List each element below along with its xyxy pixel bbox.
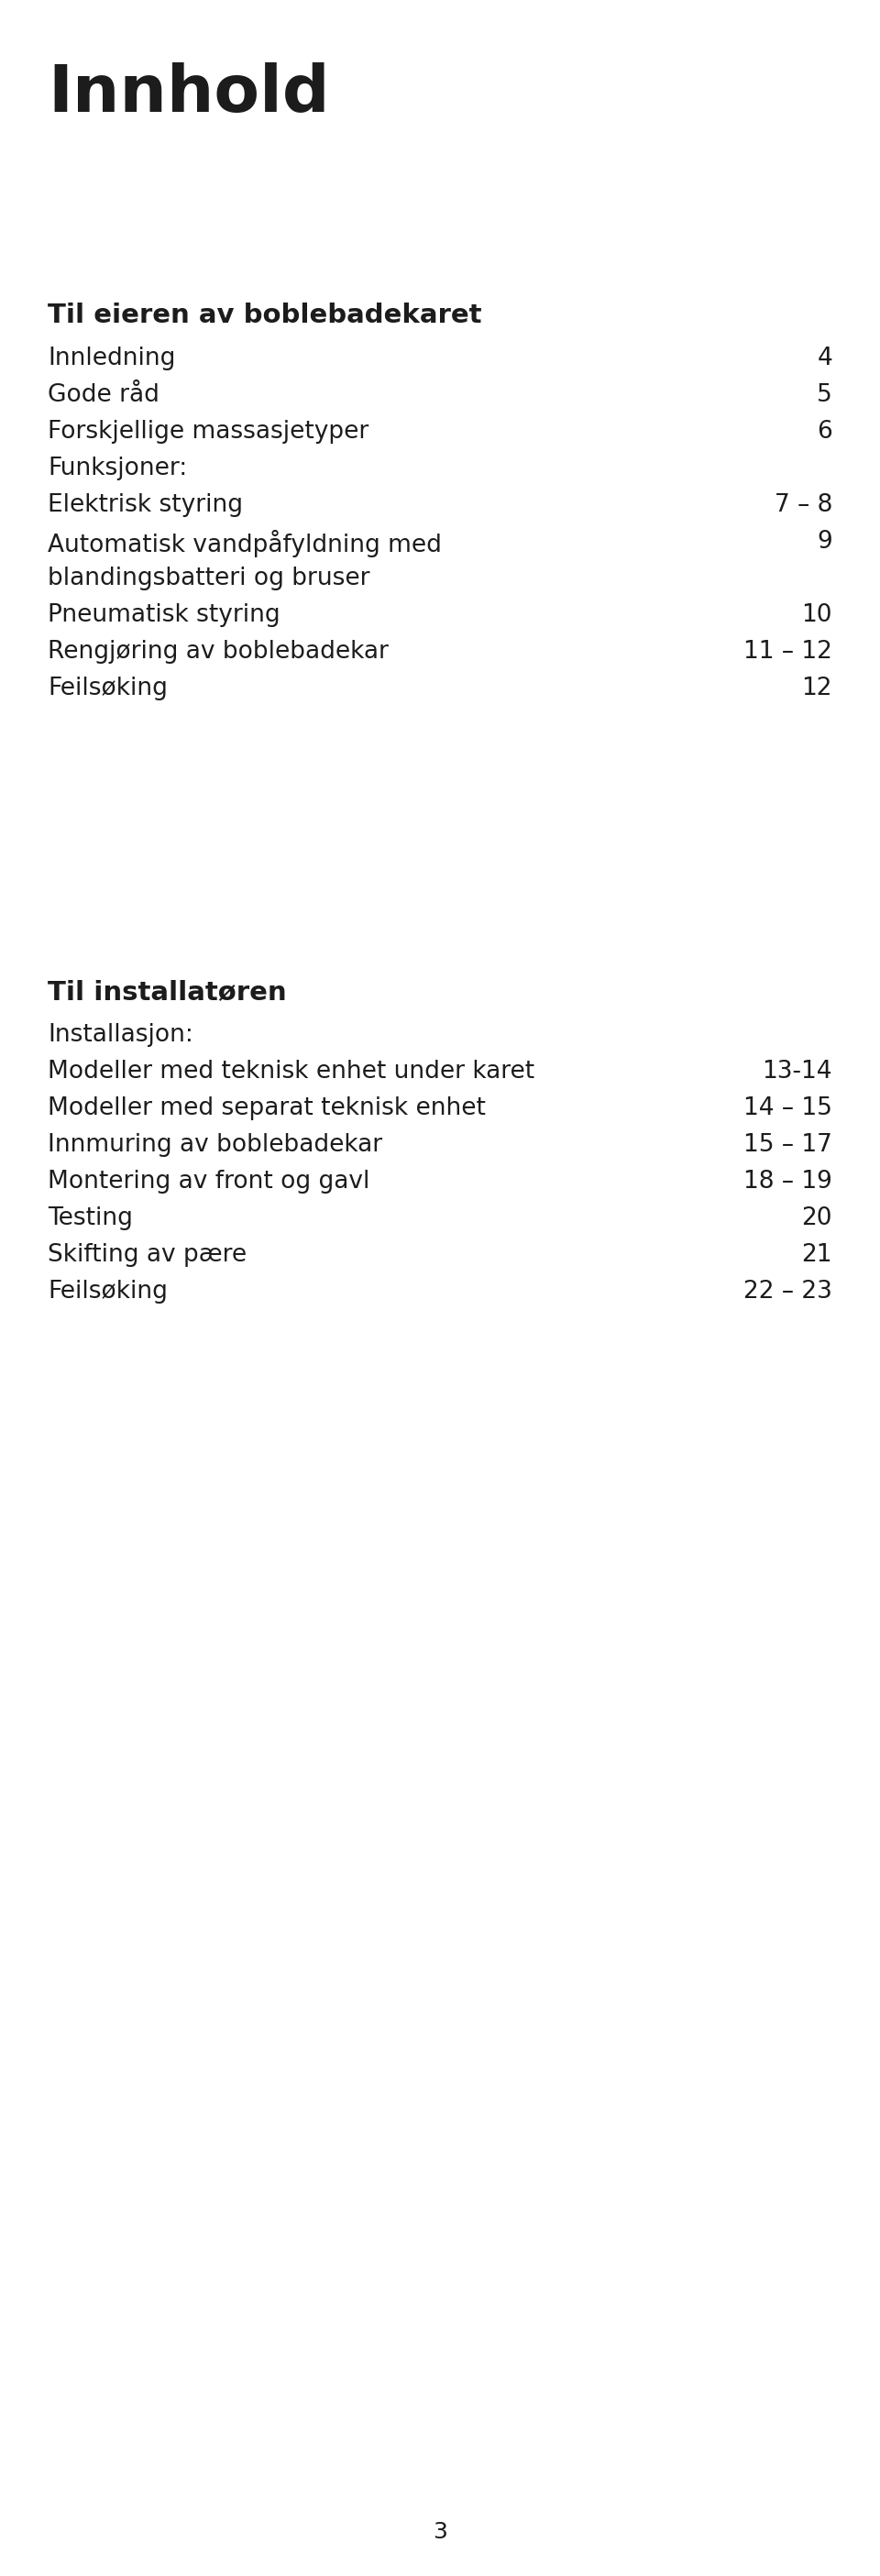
Text: 21: 21 xyxy=(802,1244,832,1267)
Text: 6: 6 xyxy=(817,420,832,443)
Text: Funksjoner:: Funksjoner: xyxy=(48,456,187,479)
Text: 15 – 17: 15 – 17 xyxy=(744,1133,832,1157)
Text: Rengjøring av boblebadekar: Rengjøring av boblebadekar xyxy=(48,639,389,665)
Text: 4: 4 xyxy=(817,348,832,371)
Text: 9: 9 xyxy=(817,531,832,554)
Text: Til installatøren: Til installatøren xyxy=(48,979,287,1005)
Text: Innledning: Innledning xyxy=(48,348,175,371)
Text: Pneumatisk styring: Pneumatisk styring xyxy=(48,603,280,626)
Text: Montering av front og gavl: Montering av front og gavl xyxy=(48,1170,370,1193)
Text: Modeller med teknisk enhet under karet: Modeller med teknisk enhet under karet xyxy=(48,1059,534,1084)
Text: Forskjellige massasjetyper: Forskjellige massasjetyper xyxy=(48,420,369,443)
Text: Gode råd: Gode råd xyxy=(48,384,159,407)
Text: blandingsbatteri og bruser: blandingsbatteri og bruser xyxy=(48,567,370,590)
Text: Modeller med separat teknisk enhet: Modeller med separat teknisk enhet xyxy=(48,1097,486,1121)
Text: Automatisk vandpåfyldning med: Automatisk vandpåfyldning med xyxy=(48,531,442,556)
Text: 3: 3 xyxy=(433,2522,447,2543)
Text: Innhold: Innhold xyxy=(48,62,330,126)
Text: 5: 5 xyxy=(817,384,832,407)
Text: 18 – 19: 18 – 19 xyxy=(744,1170,832,1193)
Text: Elektrisk styring: Elektrisk styring xyxy=(48,492,243,518)
Text: 20: 20 xyxy=(802,1206,832,1231)
Text: Feilsøking: Feilsøking xyxy=(48,1280,167,1303)
Text: 10: 10 xyxy=(802,603,832,626)
Text: Installasjon:: Installasjon: xyxy=(48,1023,194,1046)
Text: 12: 12 xyxy=(802,677,832,701)
Text: Feilsøking: Feilsøking xyxy=(48,677,167,701)
Text: Skifting av pære: Skifting av pære xyxy=(48,1244,246,1267)
Text: Til eieren av boblebadekaret: Til eieren av boblebadekaret xyxy=(48,301,481,327)
Text: 14 – 15: 14 – 15 xyxy=(744,1097,832,1121)
Text: Testing: Testing xyxy=(48,1206,133,1231)
Text: 7 – 8: 7 – 8 xyxy=(774,492,832,518)
Text: 22 – 23: 22 – 23 xyxy=(744,1280,832,1303)
Text: 11 – 12: 11 – 12 xyxy=(744,639,832,665)
Text: 13-14: 13-14 xyxy=(762,1059,832,1084)
Text: Innmuring av boblebadekar: Innmuring av boblebadekar xyxy=(48,1133,383,1157)
